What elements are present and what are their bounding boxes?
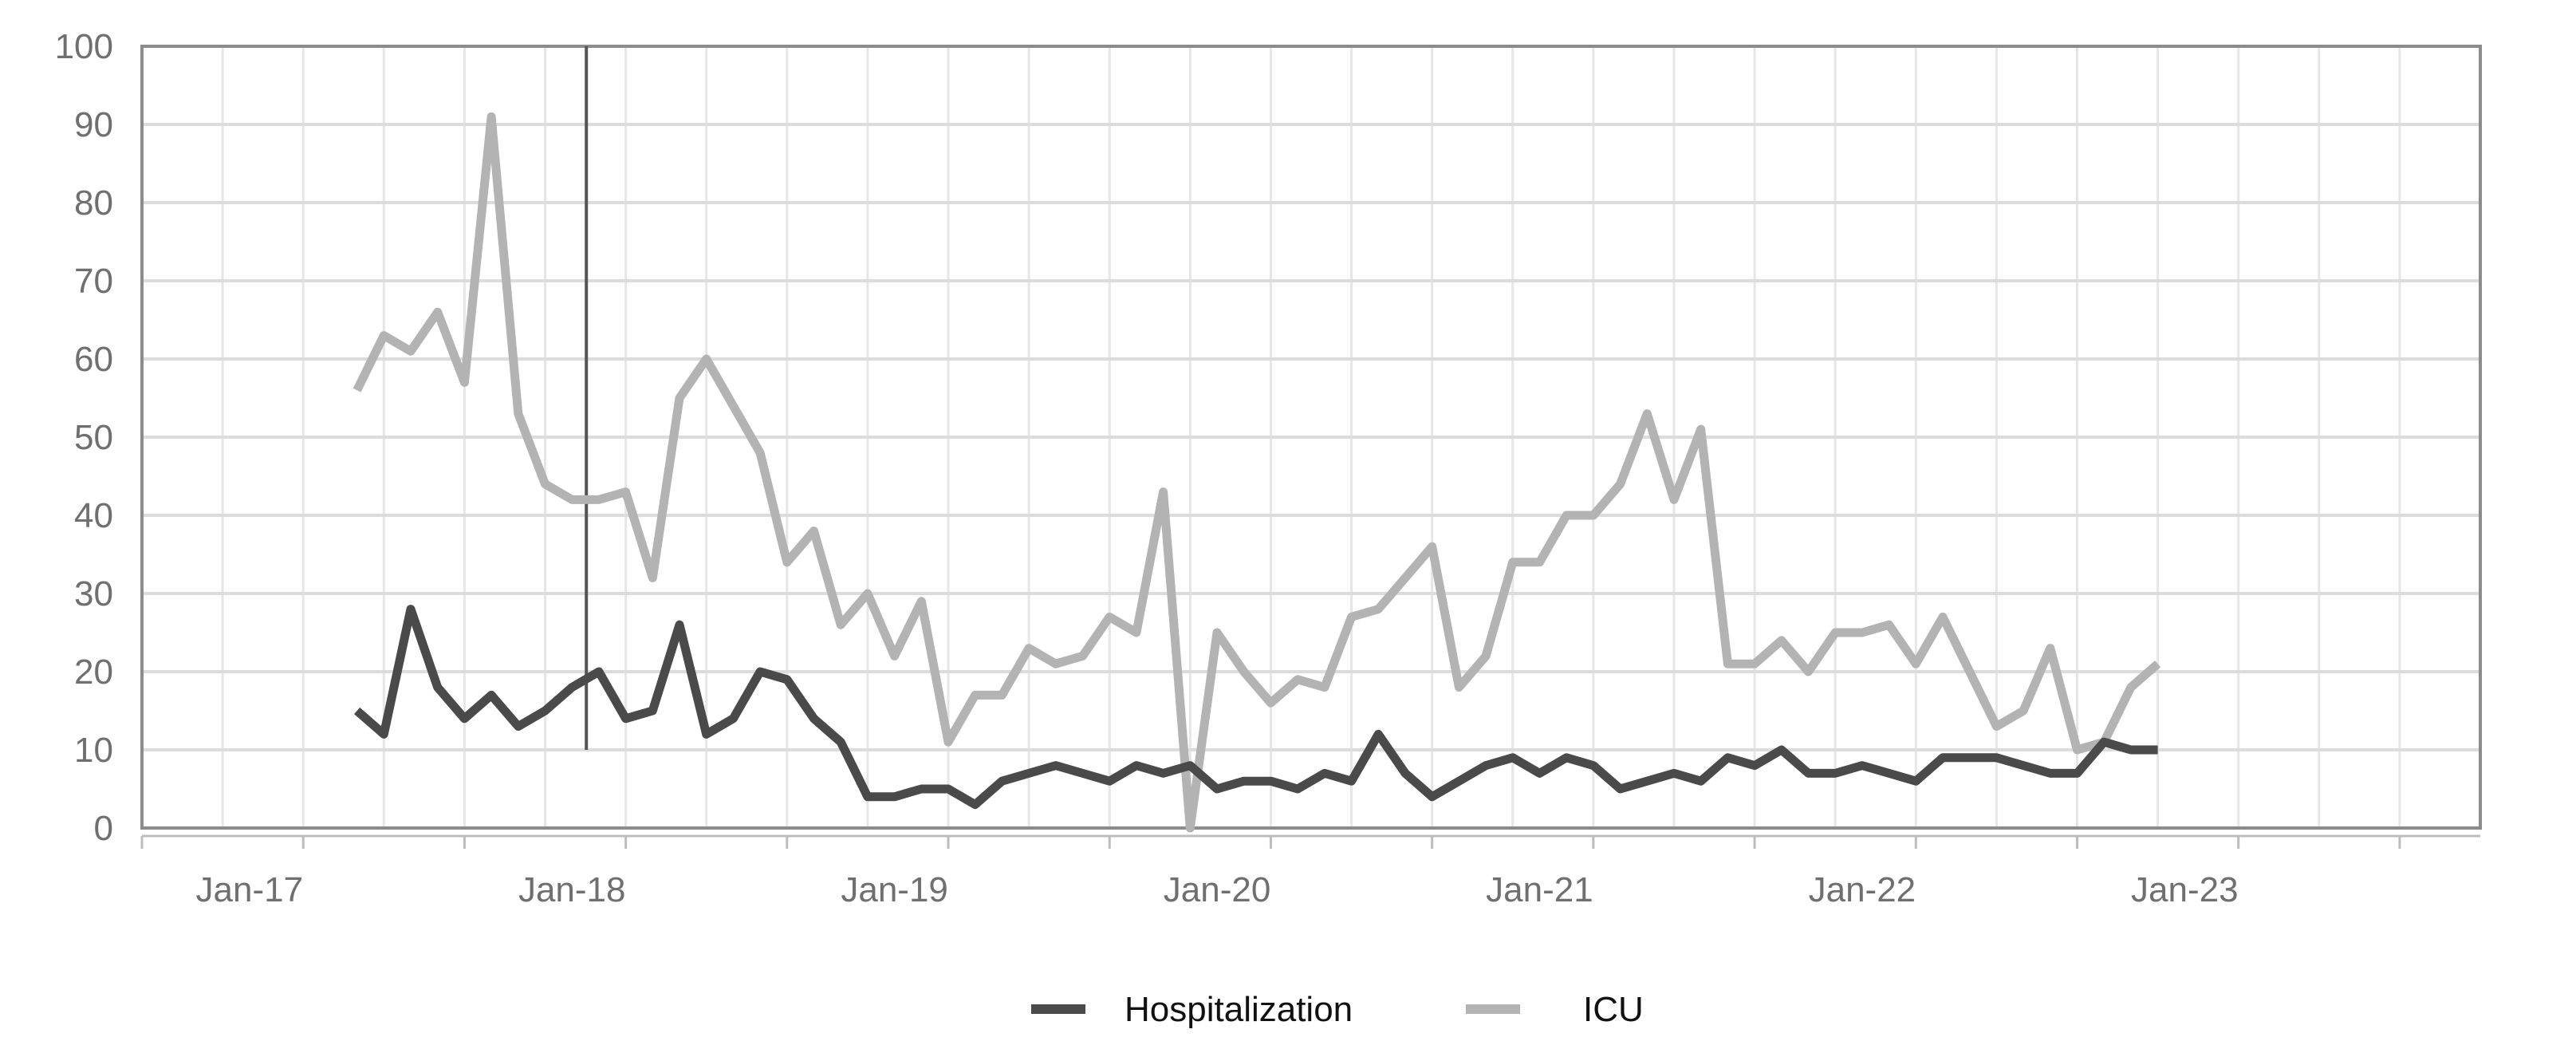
- y-tick-label: 100: [55, 27, 113, 66]
- y-axis: 0 10 20 30 40 50 60 70 80 90 100: [55, 27, 113, 848]
- x-tick-label: Jan-20: [1164, 870, 1271, 909]
- y-tick-label: 0: [94, 809, 113, 848]
- legend-label-hospitalization: Hospitalization: [1125, 990, 1353, 1029]
- y-tick-label: 50: [74, 418, 113, 457]
- x-tick-label: Jan-18: [518, 870, 626, 909]
- x-axis: Jan-17 Jan-18 Jan-19 Jan-20 Jan-21 Jan-22 Jan-…: [140, 834, 2480, 909]
- series-line-hospitalization: [353, 605, 2158, 810]
- series-lines: [353, 112, 2161, 833]
- legend: Hospitalization ICU: [1031, 990, 1644, 1029]
- x-tick-label: Jan-17: [196, 870, 304, 909]
- x-tick-label: Jan-23: [2131, 870, 2239, 909]
- y-tick-label: 70: [74, 262, 113, 301]
- x-tick-label: Jan-22: [1809, 870, 1916, 909]
- x-tick-label: Jan-19: [841, 870, 948, 909]
- y-tick-label: 10: [74, 731, 113, 770]
- y-tick-label: 30: [74, 574, 113, 613]
- plot-area-frame: [140, 45, 2482, 830]
- series-line-icu: [353, 112, 2161, 833]
- x-tick-label: Jan-21: [1486, 870, 1593, 909]
- y-tick-label: 80: [74, 183, 113, 223]
- y-tick-label: 60: [74, 340, 113, 379]
- y-tick-label: 40: [74, 496, 113, 535]
- y-tick-label: 20: [74, 653, 113, 692]
- legend-label-icu: ICU: [1583, 990, 1644, 1029]
- y-tick-label: 90: [74, 105, 113, 144]
